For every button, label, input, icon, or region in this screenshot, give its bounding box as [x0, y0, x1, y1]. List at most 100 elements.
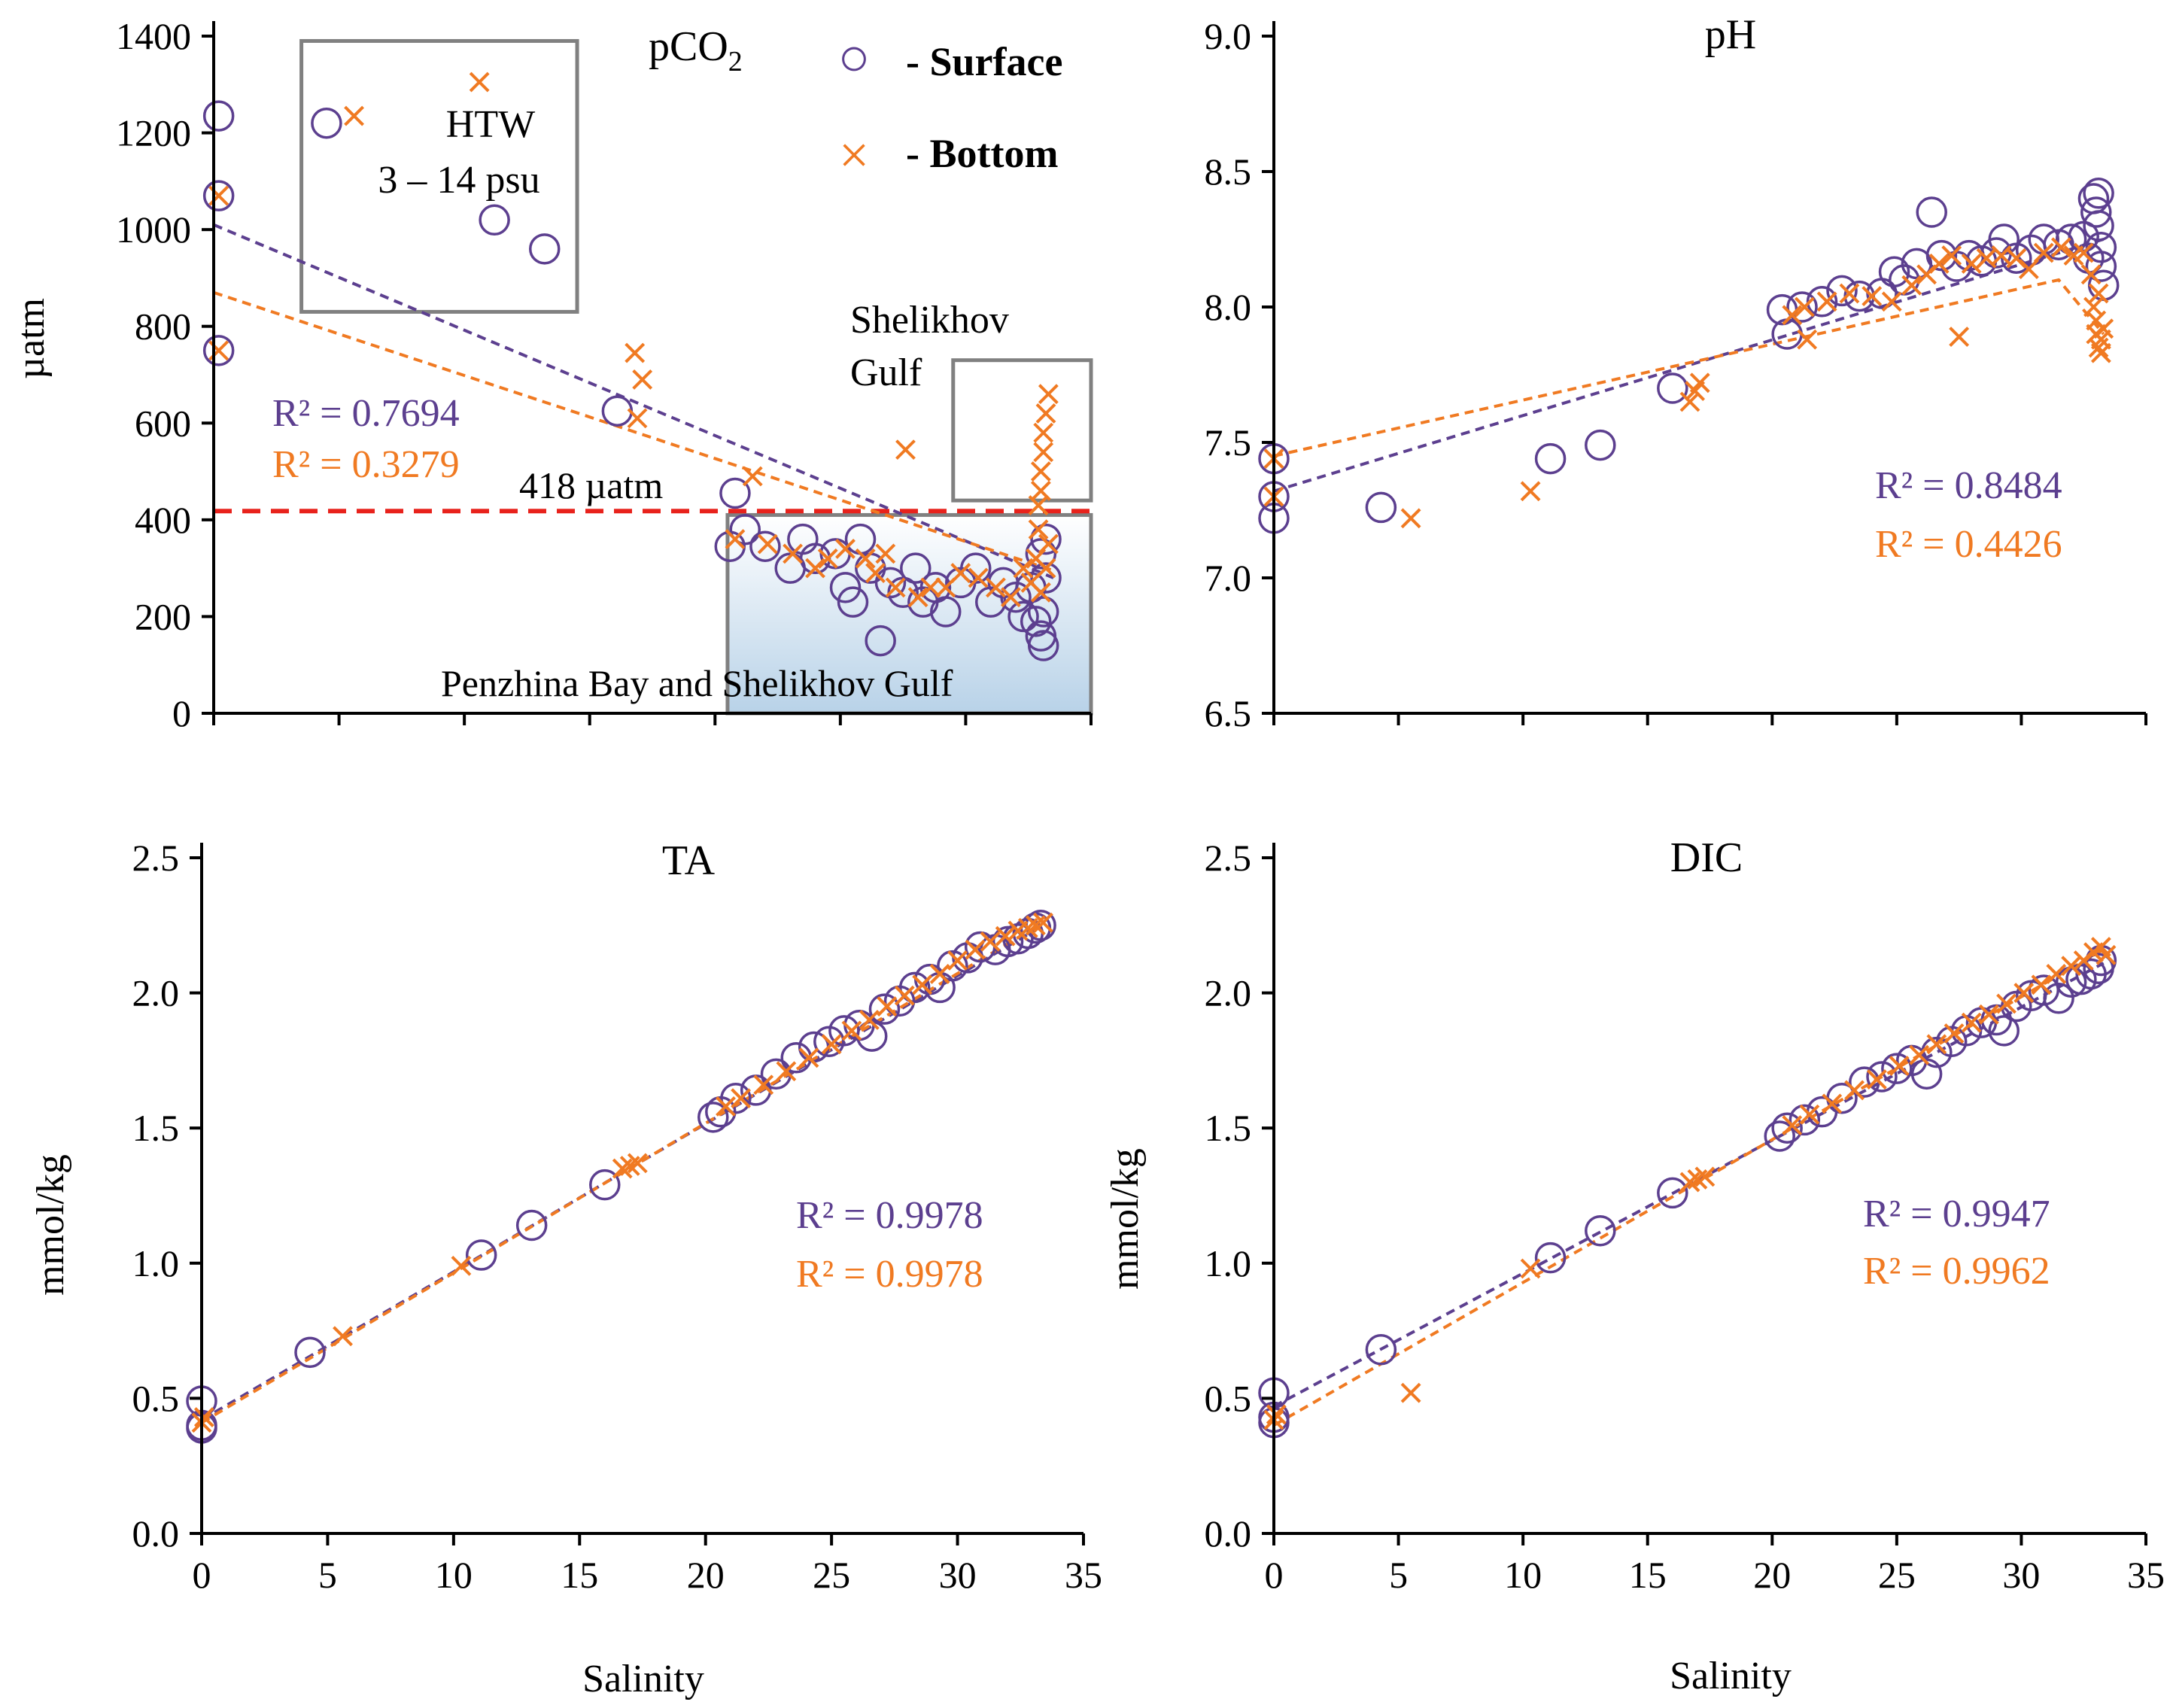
panel-title: DIC [1670, 834, 1743, 881]
bottom-point [776, 1061, 797, 1082]
bottom-point [1520, 481, 1541, 502]
bottom-point [950, 563, 971, 583]
bottom-point [1400, 1382, 1421, 1403]
surface-point [900, 552, 932, 584]
x-tick-label: 10 [1504, 1554, 1542, 1596]
y-axis-label: mmol/kg [1104, 1148, 1147, 1290]
r2-surface: R² = 0.9978 [796, 1194, 983, 1237]
surface-point [1585, 429, 1616, 461]
surface-point [515, 1209, 548, 1241]
bottom-point [333, 1326, 353, 1347]
bottom-point [895, 439, 916, 460]
bottom-point [980, 931, 1001, 952]
surface-point [2083, 210, 2114, 242]
bottom-point [1689, 372, 1710, 394]
surface-point [2043, 983, 2074, 1014]
bottom-point [2096, 944, 2117, 965]
y-tick-label: 9.0 [1205, 15, 1252, 57]
surface-point [1585, 1214, 1616, 1247]
bottom-point [627, 1153, 648, 1174]
surface-point [1365, 1333, 1397, 1366]
surface-point [589, 1169, 621, 1201]
surface-point [202, 100, 235, 132]
bottom-point [920, 577, 941, 598]
y-tick-label: 200 [135, 595, 191, 637]
legend-bottom-marker: × [839, 125, 870, 185]
legend-bottom-label: - Bottom [906, 131, 1058, 176]
r2-bottom: R² = 0.3279 [272, 443, 460, 486]
bottom-point [1949, 327, 1970, 348]
surface-point [829, 572, 862, 603]
bottom-point [894, 985, 915, 1006]
bottom-point [742, 466, 763, 487]
y-tick-label: 400 [135, 499, 191, 541]
bottom-point [1889, 1056, 1910, 1076]
surface-point [294, 1336, 326, 1369]
surface-point [2080, 196, 2112, 228]
bottom-point [1944, 1023, 1965, 1044]
bottom-point [725, 529, 746, 549]
bottom-point [821, 1034, 842, 1055]
bottom-point [632, 369, 653, 390]
threshold-label: 418 µatm [519, 464, 663, 506]
r2-surface: R² = 0.9947 [1863, 1193, 2050, 1235]
x-tick-label: 25 [813, 1554, 850, 1596]
y-tick-label: 6.5 [1205, 692, 1252, 734]
x-tick-label: 15 [1629, 1554, 1667, 1596]
y-tick-label: 0.5 [1205, 1377, 1252, 1419]
htw-box [299, 38, 579, 314]
bottom-point [968, 567, 989, 588]
y-tick-label: 2.0 [132, 972, 180, 1014]
bottom-point [877, 996, 898, 1017]
surface-point [1000, 581, 1032, 613]
x-tick-label: 5 [1389, 1554, 1408, 1596]
bottom-point [1266, 1404, 1287, 1425]
bottom-point [2018, 259, 2039, 280]
bottom-point [716, 1096, 736, 1117]
bottom-point [757, 533, 778, 555]
surface-point [1365, 491, 1397, 524]
bottom-point [885, 577, 906, 598]
bottom-point [2031, 974, 2052, 995]
bottom-point [2093, 318, 2114, 339]
y-tick-label: 8.5 [1205, 150, 1252, 193]
surface-point [719, 477, 751, 509]
y-tick-label: 0.0 [1205, 1512, 1252, 1555]
bottom-point [344, 105, 364, 126]
surface-point [720, 1082, 752, 1114]
penzhina-label: Penzhina Bay and Shelikhov Gulf [441, 662, 953, 704]
trend-line-bottom [1273, 278, 2105, 457]
surface-point [865, 625, 896, 657]
bottom-point [2013, 983, 2035, 1004]
x-tick-label: 35 [1065, 1554, 1102, 1596]
x-tick-label: 10 [435, 1554, 473, 1596]
bottom-point [1978, 1004, 1999, 1025]
r2-surface: R² = 0.8484 [1875, 464, 2062, 507]
bottom-point [1030, 461, 1051, 482]
shelikhov-label: Shelikhov [850, 299, 1009, 342]
r2-surface: R² = 0.7694 [272, 392, 460, 435]
surface-point [1881, 1053, 1913, 1084]
surface-point [528, 233, 561, 265]
surface-point [937, 950, 968, 982]
htw-label: HTW [446, 103, 535, 146]
bottom-point [2088, 283, 2109, 304]
surface-point [843, 1009, 875, 1041]
bottom-point [855, 548, 876, 569]
y-axis-label: µatm [10, 298, 53, 379]
surface-point [1007, 600, 1039, 633]
y-tick-label: 0.0 [132, 1512, 180, 1555]
y-tick-label: 2.5 [132, 837, 180, 879]
y-tick-label: 1.5 [1205, 1107, 1252, 1149]
ta-panel: 0.0 0.5 1.0 1.5 2.0 2.5 0 5 10 15 20 25 30 35 TA mmol… [29, 837, 1102, 1700]
surface-point [868, 993, 901, 1025]
surface-point [729, 513, 761, 546]
surface-point [1027, 596, 1059, 628]
y-tick-label: 2.0 [1205, 972, 1252, 1014]
bottom-point [753, 1074, 774, 1096]
bottom-point [865, 563, 886, 583]
bottom-point [1028, 519, 1049, 540]
bottom-point [731, 1088, 752, 1109]
